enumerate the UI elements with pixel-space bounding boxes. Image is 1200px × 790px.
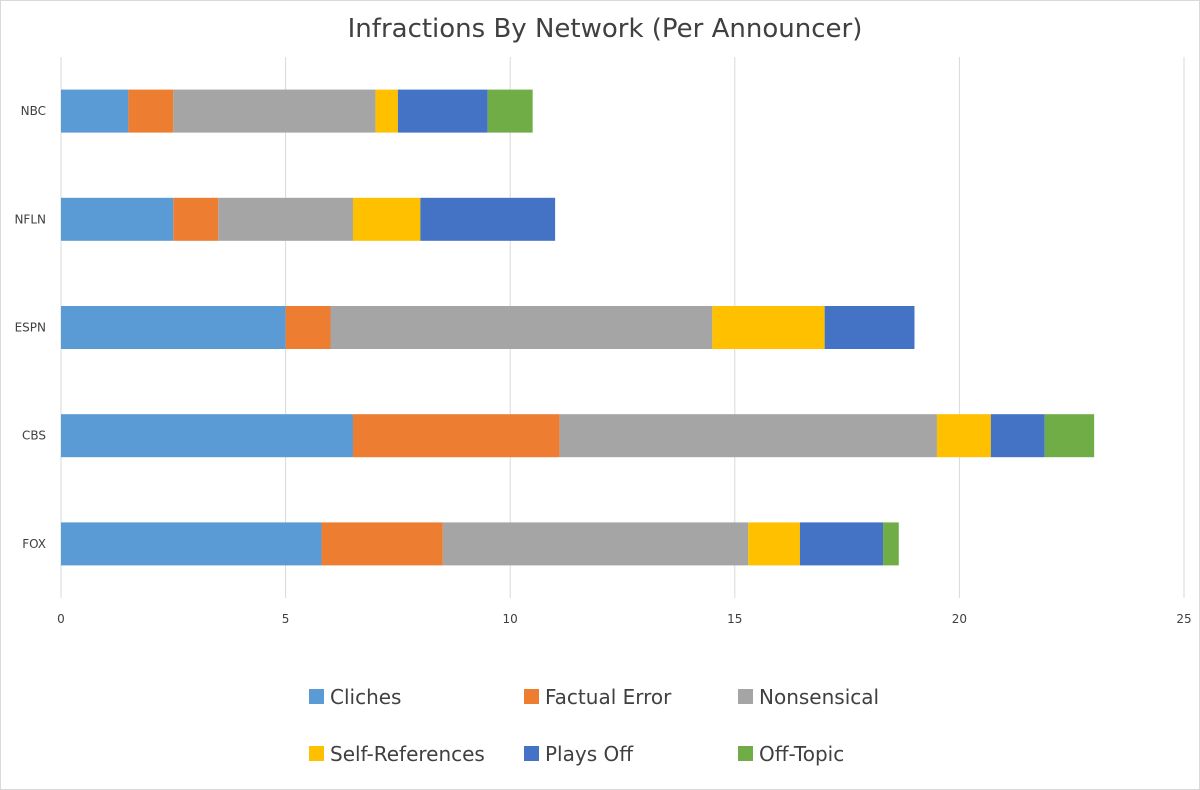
bar-espn-plays-off — [824, 306, 915, 349]
bar-cbs-nonsensical — [559, 414, 937, 458]
legend-swatch-cliches — [309, 689, 324, 704]
legend-swatch-factual-error — [524, 689, 539, 704]
x-tick-label-0: 0 — [57, 612, 65, 626]
bar-fox-cliches — [61, 522, 322, 566]
legend-label-nonsensical: Nonsensical — [759, 685, 879, 709]
legend-label-off-topic: Off-Topic — [759, 742, 844, 766]
x-tick-label-10: 10 — [503, 612, 518, 626]
legend-label-factual-error: Factual Error — [545, 685, 672, 709]
bar-nbc-self-references — [375, 89, 398, 133]
bar-cbs-plays-off — [990, 414, 1045, 458]
chart-title: Infractions By Network (Per Announcer) — [348, 14, 863, 44]
bar-nbc-plays-off — [397, 89, 488, 133]
bar-nfln-self-references — [352, 197, 421, 241]
bar-espn-factual-error — [285, 306, 331, 349]
bar-fox-nonsensical — [442, 522, 749, 566]
bar-espn-self-references — [712, 306, 825, 349]
category-label-espn: ESPN — [15, 321, 46, 335]
category-label-cbs: CBS — [22, 429, 46, 443]
bars — [61, 89, 1095, 566]
legend-swatch-self-references — [309, 746, 324, 761]
bar-espn-cliches — [61, 306, 286, 349]
x-axis-tick-labels: 0 5 10 15 20 25 — [57, 612, 1191, 626]
bar-cbs-self-references — [936, 414, 991, 458]
bar-nbc-off-topic — [487, 89, 533, 133]
category-label-nbc: NBC — [21, 104, 46, 118]
category-labels: NBC NFLN ESPN CBS FOX — [14, 104, 46, 551]
bar-fox-factual-error — [321, 522, 443, 566]
legend-swatch-off-topic — [738, 746, 753, 761]
bar-cbs-factual-error — [352, 414, 560, 458]
x-tick-label-20: 20 — [952, 612, 967, 626]
bar-nfln-plays-off — [420, 197, 556, 241]
bar-cbs-off-topic — [1044, 414, 1095, 458]
bar-nfln-cliches — [61, 197, 174, 241]
category-label-nfln: NFLN — [14, 212, 46, 226]
legend-label-plays-off: Plays Off — [545, 742, 634, 766]
x-tick-label-5: 5 — [282, 612, 290, 626]
bar-fox-self-references — [748, 522, 800, 566]
bar-nbc-cliches — [61, 89, 129, 133]
bar-nbc-nonsensical — [173, 89, 376, 133]
bar-nfln-nonsensical — [218, 197, 353, 241]
bar-nfln-factual-error — [173, 197, 219, 241]
bar-cbs-cliches — [61, 414, 353, 458]
legend-label-self-references: Self-References — [330, 742, 485, 766]
bar-nbc-factual-error — [128, 89, 174, 133]
legend-label-cliches: Cliches — [330, 685, 401, 709]
legend: Cliches Factual Error Nonsensical Self-Refe… — [309, 685, 879, 766]
gridlines — [60, 57, 1185, 598]
legend-swatch-plays-off — [524, 746, 539, 761]
bar-fox-plays-off — [799, 522, 884, 566]
category-label-fox: FOX — [22, 537, 46, 551]
bar-fox-off-topic — [883, 522, 899, 566]
bar-espn-nonsensical — [330, 306, 713, 349]
x-tick-label-15: 15 — [727, 612, 742, 626]
x-tick-label-25: 25 — [1176, 612, 1191, 626]
legend-swatch-nonsensical — [738, 689, 753, 704]
